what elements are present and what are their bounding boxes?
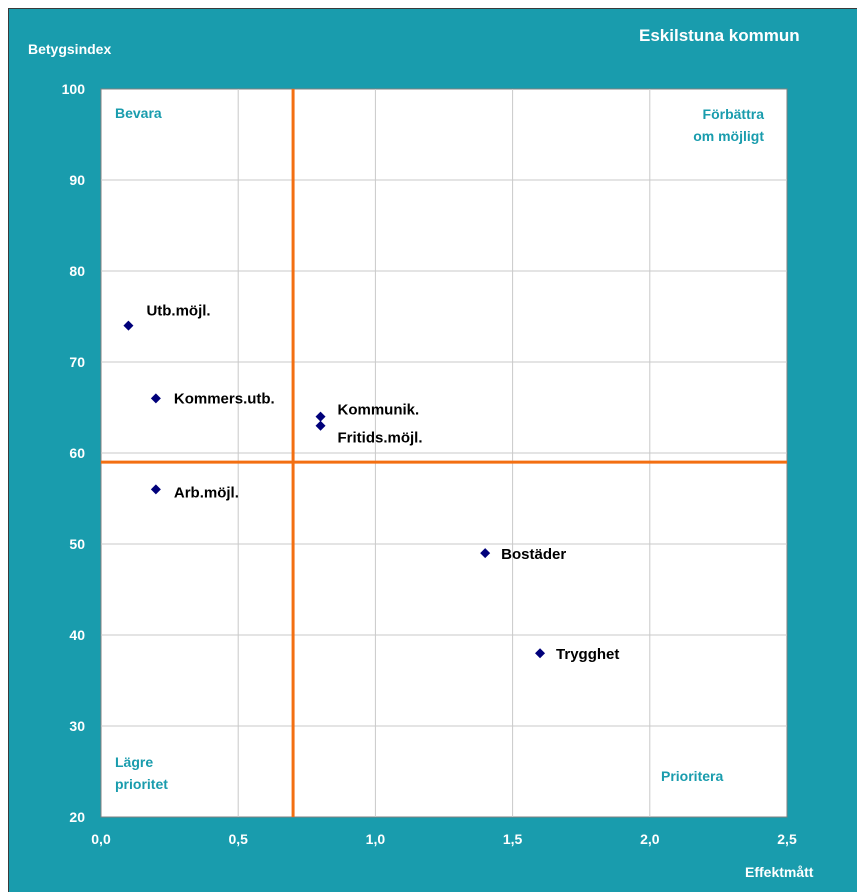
y-tick-label: 20 (69, 809, 85, 825)
point-label: Utb.möjl. (146, 303, 210, 320)
quadrant-top-left-label: Bevara (115, 105, 162, 121)
scatter-point (480, 548, 491, 559)
x-tick-label: 1,0 (366, 831, 386, 847)
point-label: Arb.möjl. (174, 484, 239, 501)
point-label: Bostäder (501, 546, 566, 563)
y-axis-title: Betygsindex (28, 41, 111, 57)
y-tick-label: 60 (69, 445, 85, 461)
y-tick-label: 30 (69, 718, 85, 734)
quadrant-top-right-label-line2: om möjligt (693, 128, 764, 144)
y-tick-label: 70 (69, 354, 85, 370)
chart-frame: Eskilstuna kommun Betygsindex Effektmått… (8, 8, 857, 892)
scatter-point (535, 648, 546, 659)
y-tick-label: 40 (69, 627, 85, 643)
quadrant-bottom-right-label: Prioritera (661, 768, 723, 784)
point-label: Kommunik. (338, 402, 420, 419)
scatter-point (315, 420, 326, 431)
y-tick-label: 50 (69, 536, 85, 552)
threshold-lines (101, 89, 787, 817)
x-tick-label: 1,5 (503, 831, 523, 847)
y-tick-label: 80 (69, 263, 85, 279)
x-tick-label: 0,5 (228, 831, 248, 847)
point-label: Kommers.utb. (174, 390, 275, 407)
point-label: Trygghet (556, 646, 619, 663)
x-tick-label: 2,5 (777, 831, 797, 847)
data-points: Utb.möjl. Kommers.utb. Arb.möjl. Kommunik. F… (123, 303, 619, 663)
y-tick-label: 90 (69, 172, 85, 188)
point-label: Fritids.möjl. (338, 430, 423, 447)
scatter-point (315, 411, 326, 422)
x-tick-label: 2,0 (640, 831, 660, 847)
scatter-point (123, 320, 134, 331)
quadrant-bottom-left-label-line2: prioritet (115, 776, 168, 792)
quadrant-labels: Bevara Förbättra om möjligt Lägre priori… (115, 105, 764, 792)
x-tick-label: 0,0 (91, 831, 111, 847)
quadrant-bottom-left-label-line1: Lägre (115, 754, 153, 770)
scatter-point (150, 484, 161, 495)
scatter-chart: Eskilstuna kommun Betygsindex Effektmått… (28, 26, 814, 880)
x-tick-labels: 0,0 0,5 1,0 1,5 2,0 2,5 (91, 831, 797, 847)
x-axis-title: Effektmått (745, 864, 814, 880)
scatter-point (150, 393, 161, 404)
gridlines (101, 89, 787, 817)
quadrant-top-right-label-line1: Förbättra (703, 106, 765, 122)
y-tick-label: 100 (62, 81, 86, 97)
y-tick-labels: 20 30 40 50 60 70 80 90 100 (62, 81, 86, 825)
chart-title: Eskilstuna kommun (639, 26, 800, 45)
